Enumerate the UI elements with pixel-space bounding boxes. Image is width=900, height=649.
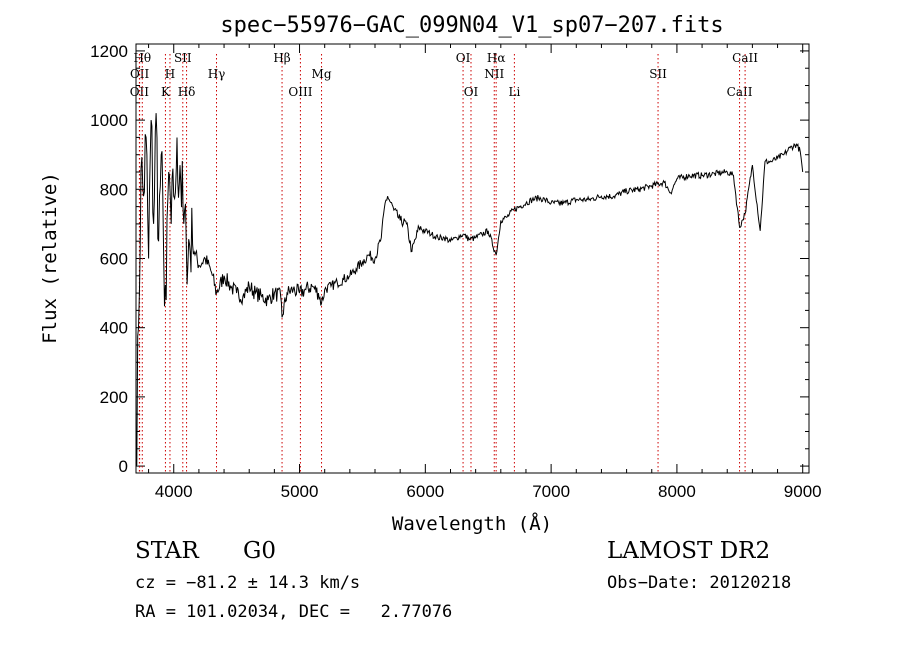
redshift-cz: cz = −81.2 ± 14.3 km/s (135, 573, 361, 593)
y-tick-label: 800 (100, 180, 128, 199)
spectral-line-label: Li (508, 85, 520, 99)
y-tick-label: 200 (100, 388, 128, 407)
survey-label: LAMOST DR2 (607, 538, 771, 564)
y-axis-label: Flux (relative) (39, 172, 61, 344)
spectral-line-label: OI (456, 51, 471, 65)
x-tick-label: 8000 (658, 482, 696, 501)
y-tick-label: 600 (100, 250, 128, 269)
coordinates: RA = 101.02034, DEC = 2.77076 (135, 602, 453, 622)
spectral-line-label: Hγ (208, 67, 226, 81)
spectral-line-label: Hδ (178, 85, 196, 99)
spectral-line-label: CaII (727, 85, 753, 99)
x-tick-label: 4000 (155, 482, 193, 501)
spectrum-line (135, 113, 804, 467)
x-tick-label: 9000 (784, 482, 822, 501)
y-tick-label: 400 (100, 319, 128, 338)
spectral-subclass: G0 (243, 538, 277, 564)
spectral-line-label: CaII (732, 51, 758, 65)
spectral-line-label: H (165, 67, 175, 81)
chart-title: spec−55976−GAC_099N04_V1_sp07−207.fits (220, 13, 723, 38)
spectral-line-label: OII (130, 85, 150, 99)
object-type: STAR (135, 538, 199, 564)
y-tick-label: 1000 (90, 111, 128, 130)
spectral-line-label: Hθ (133, 51, 151, 65)
spectral-line-label: OIII (288, 85, 312, 99)
x-axis-label: Wavelength (Å) (392, 512, 552, 535)
x-tick-label: 6000 (406, 482, 444, 501)
x-tick-label: 5000 (281, 482, 319, 501)
plot-frame (135, 43, 810, 474)
spectral-line-label: Hβ (273, 51, 290, 65)
obs-date: Obs−Date: 20120218 (607, 573, 792, 593)
spectral-line-label: K (161, 85, 171, 99)
spectral-line-label: SII (649, 67, 667, 81)
spectral-line-label: OI (464, 85, 479, 99)
y-tick-label: 1200 (90, 42, 128, 61)
y-tick-label: 0 (119, 457, 128, 476)
x-tick-label: 7000 (532, 482, 570, 501)
spectral-line-label: SII (174, 51, 192, 65)
spectral-line-label: Hα (487, 51, 506, 65)
spectral-line-label: Mg (312, 67, 332, 81)
spectral-line-label: OII (130, 67, 150, 81)
spectral-line-label: NII (484, 67, 504, 81)
spectrum-series (135, 113, 804, 467)
axis-ticks: 4000 5000 6000 7000 8000 9000 0 200 400 600 800 100… (90, 42, 821, 501)
